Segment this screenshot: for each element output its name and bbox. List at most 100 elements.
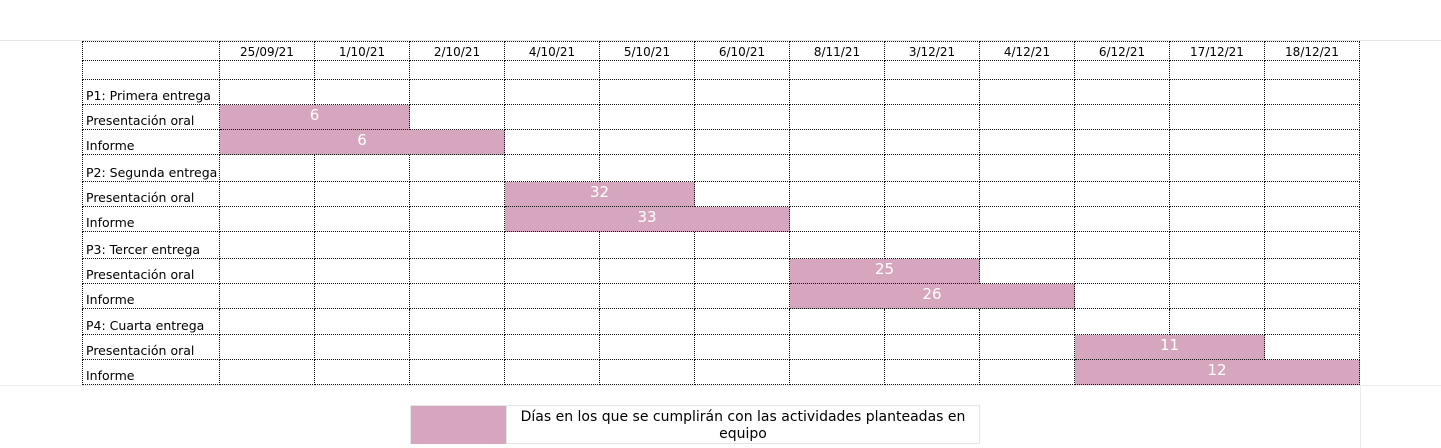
grid-cell[interactable] [695,309,790,335]
grid-cell[interactable] [600,232,695,259]
grid-cell[interactable] [1170,155,1265,182]
grid-cell[interactable] [695,80,790,105]
grid-cell[interactable] [790,309,885,335]
date-header-cell[interactable]: 6/12/21 [1075,41,1170,61]
grid-cell[interactable] [600,284,695,309]
grid-cell[interactable] [505,61,600,80]
grid-cell[interactable] [980,182,1075,207]
task-bar[interactable]: 11 [1075,335,1265,360]
grid-cell[interactable] [220,232,315,259]
grid-cell[interactable] [315,207,410,232]
grid-cell[interactable] [790,182,885,207]
grid-cell[interactable] [220,309,315,335]
grid-cell[interactable] [695,232,790,259]
grid-cell[interactable] [1075,80,1170,105]
grid-cell[interactable] [1075,130,1170,155]
grid-cell[interactable] [1265,232,1360,259]
grid-cell[interactable] [505,232,600,259]
grid-cell[interactable] [315,61,410,80]
task-bar[interactable]: 6 [220,105,410,130]
grid-cell[interactable] [885,335,980,360]
grid-cell[interactable] [980,360,1075,385]
date-header-cell[interactable]: 17/12/21 [1170,41,1265,61]
grid-cell[interactable] [1265,259,1360,284]
task-label[interactable]: Presentación oral [82,182,220,207]
grid-cell[interactable] [600,130,695,155]
header-corner-cell[interactable] [82,41,220,61]
grid-cell[interactable] [600,80,695,105]
grid-cell[interactable] [410,80,505,105]
grid-cell[interactable] [220,207,315,232]
grid-cell[interactable] [695,130,790,155]
date-header-cell[interactable]: 5/10/21 [600,41,695,61]
grid-cell[interactable] [695,360,790,385]
grid-cell[interactable] [1170,105,1265,130]
grid-cell[interactable] [695,335,790,360]
grid-cell[interactable] [220,61,315,80]
grid-cell[interactable] [410,105,505,130]
grid-cell[interactable] [1170,207,1265,232]
grid-cell[interactable] [600,309,695,335]
grid-cell[interactable] [1170,130,1265,155]
phase-label[interactable]: P2: Segunda entrega [82,155,220,182]
task-bar[interactable]: 26 [790,284,1075,309]
grid-cell[interactable] [315,284,410,309]
grid-cell[interactable] [315,80,410,105]
grid-cell[interactable] [980,335,1075,360]
date-header-cell[interactable]: 3/12/21 [885,41,980,61]
grid-cell[interactable] [600,105,695,130]
task-label[interactable]: Presentación oral [82,335,220,360]
grid-cell[interactable] [1170,259,1265,284]
grid-cell[interactable] [885,182,980,207]
grid-cell[interactable] [980,309,1075,335]
grid-cell[interactable] [410,155,505,182]
grid-cell[interactable] [315,360,410,385]
task-label[interactable]: Informe [82,130,220,155]
grid-cell[interactable] [1075,259,1170,284]
grid-cell[interactable] [410,182,505,207]
grid-cell[interactable] [220,335,315,360]
grid-cell[interactable] [410,309,505,335]
date-header-cell[interactable]: 1/10/21 [315,41,410,61]
grid-cell[interactable] [980,105,1075,130]
grid-cell[interactable] [410,360,505,385]
grid-cell[interactable] [315,232,410,259]
grid-cell[interactable] [1265,335,1360,360]
task-label[interactable]: Informe [82,207,220,232]
grid-cell[interactable] [1265,130,1360,155]
grid-cell[interactable] [1170,284,1265,309]
grid-cell[interactable] [885,105,980,130]
grid-cell[interactable] [790,105,885,130]
date-header-cell[interactable]: 6/10/21 [695,41,790,61]
grid-cell[interactable] [980,130,1075,155]
grid-cell[interactable] [220,360,315,385]
date-header-cell[interactable]: 18/12/21 [1265,41,1360,61]
grid-cell[interactable] [695,182,790,207]
grid-cell[interactable] [980,207,1075,232]
grid-cell[interactable] [885,130,980,155]
grid-cell[interactable] [1265,309,1360,335]
date-header-cell[interactable]: 25/09/21 [220,41,315,61]
phase-label[interactable]: P4: Cuarta entrega [82,309,220,335]
grid-cell[interactable] [600,259,695,284]
grid-cell[interactable] [1075,105,1170,130]
grid-cell[interactable] [410,61,505,80]
task-label[interactable]: Informe [82,360,220,385]
grid-cell[interactable] [600,360,695,385]
grid-cell[interactable] [1075,309,1170,335]
grid-cell[interactable] [885,80,980,105]
grid-cell[interactable] [980,61,1075,80]
grid-cell[interactable] [315,155,410,182]
phase-label[interactable]: P1: Primera entrega [82,80,220,105]
grid-cell[interactable] [505,105,600,130]
grid-cell[interactable] [410,207,505,232]
grid-cell[interactable] [1265,105,1360,130]
task-label[interactable]: Presentación oral [82,105,220,130]
grid-cell[interactable] [980,232,1075,259]
grid-cell[interactable] [1075,284,1170,309]
grid-cell[interactable] [1075,182,1170,207]
grid-cell[interactable] [980,80,1075,105]
grid-cell[interactable] [1075,61,1170,80]
grid-cell[interactable] [505,80,600,105]
phase-label[interactable]: P3: Tercer entrega [82,232,220,259]
